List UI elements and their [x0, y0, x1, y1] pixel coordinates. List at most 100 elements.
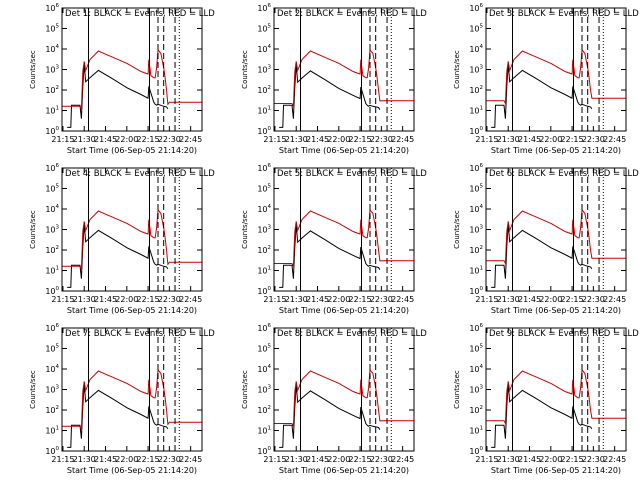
y-axis-label: Counts/sec — [29, 50, 37, 89]
y-tick-exponent: 2 — [56, 245, 60, 251]
y-tick-label: 102 — [257, 85, 271, 95]
series-lld-line — [274, 368, 414, 427]
y-tick-label: 102 — [469, 245, 483, 255]
y-tick-label: 105 — [45, 24, 59, 34]
x-axis-label: Start Time (06-Sep-05 21:14:20) — [491, 146, 621, 155]
y-tick-label: 104 — [469, 204, 483, 214]
y-tick-label: 102 — [469, 405, 483, 415]
y-axis-label: Counts/sec — [29, 370, 37, 409]
y-tick-exponent: 0 — [480, 446, 484, 452]
y-tick-exponent: 3 — [268, 65, 272, 71]
x-tick-label: 21:15 — [51, 455, 74, 464]
y-tick-exponent: 4 — [268, 204, 272, 210]
y-tick-label: 101 — [257, 266, 271, 276]
x-tick-label: 22:30 — [370, 455, 393, 464]
x-tick-label: 22:30 — [370, 295, 393, 304]
series-events-line — [279, 384, 381, 448]
x-axis-label: Start Time (06-Sep-05 21:14:20) — [67, 146, 197, 155]
y-tick-label: 100 — [257, 446, 271, 456]
y-tick-label: 102 — [45, 85, 59, 95]
y-tick-label: 106 — [469, 323, 483, 333]
y-tick-exponent: 2 — [56, 405, 60, 411]
series-lld-line — [274, 48, 414, 107]
panel-det-2: Det 2: BLACK = Events, RED = LLD21:1521:… — [241, 3, 427, 155]
y-tick-exponent: 3 — [56, 225, 60, 231]
x-tick-label: 22:00 — [115, 455, 138, 464]
y-tick-label: 106 — [45, 323, 59, 333]
x-tick-label: 22:15 — [349, 295, 372, 304]
y-tick-exponent: 3 — [56, 385, 60, 391]
x-tick-label: 22:30 — [582, 135, 605, 144]
x-tick-label: 21:30 — [73, 135, 96, 144]
y-tick-label: 105 — [469, 24, 483, 34]
y-tick-label: 104 — [257, 204, 271, 214]
y-tick-exponent: 2 — [268, 405, 272, 411]
panel-title: Det 3: BLACK = Events, RED = LLD — [489, 9, 639, 19]
panel-det-7: Det 7: BLACK = Events, RED = LLD21:1521:… — [29, 323, 215, 475]
series-lld-line — [274, 208, 414, 267]
y-tick-label: 104 — [469, 44, 483, 54]
panel-title: Det 1: BLACK = Events, RED = LLD — [65, 9, 215, 19]
x-tick-label: 22:00 — [539, 135, 562, 144]
y-tick-exponent: 4 — [480, 44, 484, 50]
series-events-line — [491, 224, 593, 288]
y-tick-exponent: 5 — [480, 184, 484, 190]
y-tick-exponent: 5 — [56, 24, 60, 30]
panel-title: Det 7: BLACK = Events, RED = LLD — [65, 329, 215, 339]
y-tick-exponent: 3 — [480, 385, 484, 391]
x-tick-label: 21:30 — [285, 455, 308, 464]
y-tick-exponent: 3 — [268, 385, 272, 391]
series-lld-line — [62, 48, 202, 111]
y-tick-label: 105 — [257, 24, 271, 34]
x-axis-label: Start Time (06-Sep-05 21:14:20) — [279, 466, 409, 475]
y-tick-label: 102 — [45, 245, 59, 255]
x-tick-label: 21:45 — [306, 135, 329, 144]
y-tick-label: 103 — [257, 385, 271, 395]
y-tick-exponent: 1 — [480, 106, 484, 112]
y-tick-exponent: 4 — [56, 44, 60, 50]
y-tick-exponent: 1 — [268, 106, 272, 112]
y-tick-label: 103 — [469, 65, 483, 75]
x-tick-label: 21:45 — [306, 295, 329, 304]
series-events-line — [279, 224, 381, 288]
y-tick-exponent: 2 — [56, 85, 60, 91]
x-tick-label: 21:45 — [94, 295, 117, 304]
y-tick-exponent: 5 — [480, 344, 484, 350]
x-tick-label: 22:45 — [391, 135, 414, 144]
x-tick-label: 22:00 — [115, 135, 138, 144]
y-tick-exponent: 6 — [480, 163, 484, 169]
y-tick-label: 106 — [469, 163, 483, 173]
y-tick-exponent: 6 — [56, 163, 60, 169]
x-tick-label: 21:30 — [285, 135, 308, 144]
x-tick-label: 22:30 — [158, 135, 181, 144]
y-tick-exponent: 5 — [268, 184, 272, 190]
y-tick-exponent: 5 — [56, 344, 60, 350]
y-tick-exponent: 4 — [56, 204, 60, 210]
x-axis-label: Start Time (06-Sep-05 21:14:20) — [491, 306, 621, 315]
y-tick-exponent: 2 — [480, 85, 484, 91]
y-tick-exponent: 3 — [268, 225, 272, 231]
series-events-line — [67, 384, 169, 448]
y-axis-label: Counts/sec — [241, 210, 249, 249]
y-tick-label: 104 — [45, 44, 59, 54]
y-tick-label: 100 — [45, 126, 59, 136]
y-tick-exponent: 1 — [56, 426, 60, 432]
y-tick-exponent: 5 — [268, 24, 272, 30]
x-tick-label: 22:45 — [391, 455, 414, 464]
x-tick-label: 21:30 — [497, 135, 520, 144]
y-tick-label: 105 — [257, 344, 271, 354]
y-tick-label: 106 — [257, 163, 271, 173]
y-tick-label: 105 — [257, 184, 271, 194]
y-tick-label: 103 — [469, 385, 483, 395]
series-events-line — [491, 384, 593, 448]
y-tick-label: 101 — [45, 426, 59, 436]
y-tick-label: 103 — [257, 225, 271, 235]
y-tick-label: 106 — [257, 3, 271, 13]
y-tick-label: 106 — [257, 323, 271, 333]
y-tick-exponent: 4 — [268, 364, 272, 370]
x-tick-label: 22:00 — [539, 455, 562, 464]
series-events-line — [279, 64, 381, 128]
y-tick-exponent: 1 — [480, 266, 484, 272]
x-tick-label: 22:30 — [158, 455, 181, 464]
x-tick-label: 22:15 — [349, 455, 372, 464]
